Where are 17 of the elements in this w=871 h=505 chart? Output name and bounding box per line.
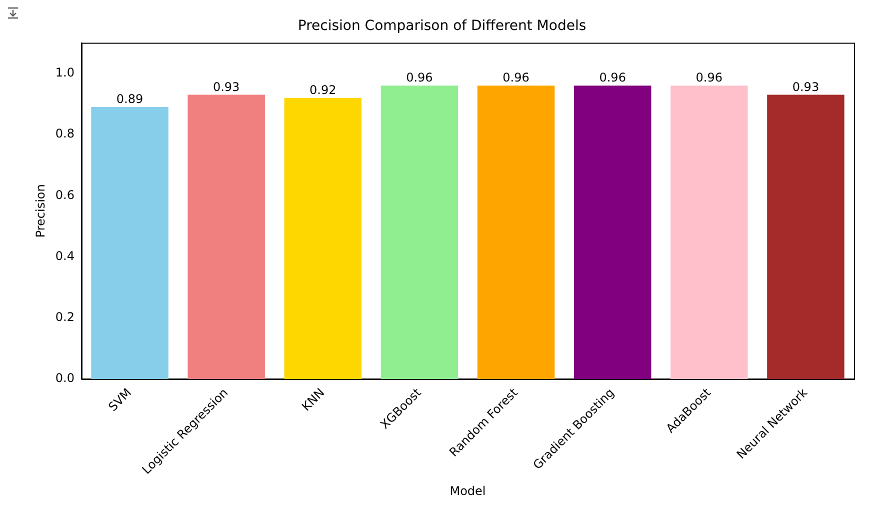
y-tick-label: 0.0 [55,371,74,386]
data-label: 0.92 [310,82,336,97]
y-axis-title: Precision [33,184,48,238]
data-label: 0.96 [502,70,530,85]
y-tick-label: 1.0 [55,65,74,80]
data-label: 0.89 [116,92,144,106]
y-tick-label: 0.8 [55,126,74,141]
chart-title: Precision Comparison of Different Models [298,18,586,34]
data-label: 0.93 [212,80,240,94]
data-label: 0.96 [696,70,723,85]
y-tick-label: 0.2 [55,310,74,324]
data-label: 0.96 [599,70,626,85]
y-tick-label: 0.4 [55,248,74,263]
x-axis-title: Model [450,484,486,498]
data-label: 0.93 [792,80,820,94]
data-label: 0.96 [406,70,433,85]
y-tick-label: 0.6 [55,188,74,202]
